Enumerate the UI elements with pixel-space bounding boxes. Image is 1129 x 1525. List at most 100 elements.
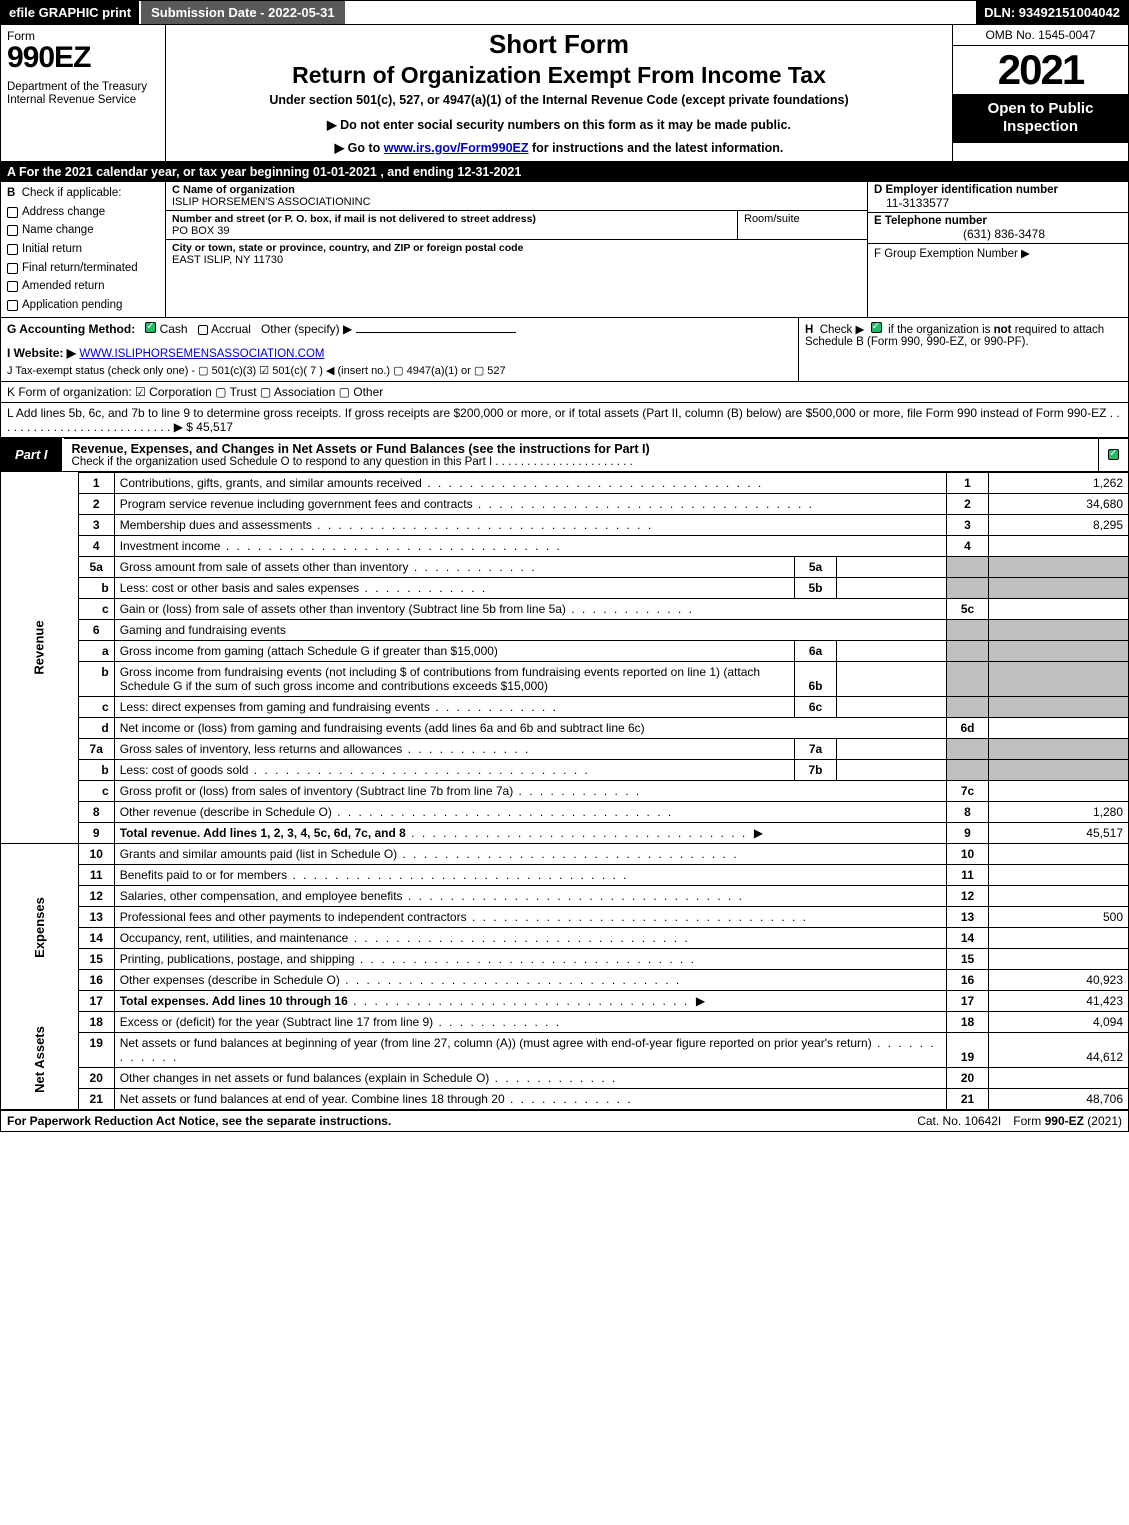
chk-label: Initial return: [22, 241, 82, 258]
checkbox-icon[interactable]: [7, 300, 18, 311]
bcde-columns: B B Check if applicable:Check if applica…: [1, 182, 1128, 317]
side-blank: [1, 822, 79, 843]
table-row: Net Assets 18 Excess or (deficit) for th…: [1, 1011, 1129, 1032]
line-ref: 12: [947, 885, 989, 906]
table-row: 13 Professional fees and other payments …: [1, 906, 1129, 927]
line-num: 2: [78, 493, 114, 514]
omb-number: OMB No. 1545-0047: [953, 25, 1128, 46]
line-ref: 11: [947, 864, 989, 885]
line-val: 34,680: [989, 493, 1129, 514]
checkbox-icon[interactable]: [7, 207, 18, 218]
line-ref: 16: [947, 969, 989, 990]
line-val: 40,923: [989, 969, 1129, 990]
form-header: Form 990EZ Department of the Treasury In…: [0, 25, 1129, 162]
line-num: 3: [78, 514, 114, 535]
submission-date: Submission Date - 2022-05-31: [139, 1, 345, 24]
line-num: 11: [78, 864, 114, 885]
chk-initial[interactable]: Initial return: [7, 241, 159, 258]
table-row: 15 Printing, publications, postage, and …: [1, 948, 1129, 969]
line-val: [989, 780, 1129, 801]
chk-label: Final return/terminated: [22, 260, 138, 277]
line-val: 44,612: [989, 1032, 1129, 1067]
mini-val: [837, 738, 947, 759]
line-ref-shade: [947, 640, 989, 661]
f-label: F Group Exemption Number ▶: [874, 246, 1122, 260]
checkbox-icon[interactable]: [198, 325, 208, 335]
e-val: (631) 836-3478: [874, 227, 1122, 241]
part-i-bar: Part I Revenue, Expenses, and Changes in…: [0, 438, 1129, 472]
chk-final[interactable]: Final return/terminated: [7, 260, 159, 277]
line-val: [989, 1067, 1129, 1088]
line-desc: Excess or (deficit) for the year (Subtra…: [114, 1011, 946, 1032]
chk-pending[interactable]: Application pending: [7, 297, 159, 314]
line-val-shade: [989, 577, 1129, 598]
line-num: c: [78, 598, 114, 619]
line-num: 8: [78, 801, 114, 822]
part-i-checkbox[interactable]: [1098, 438, 1128, 471]
efile-label[interactable]: efile GRAPHIC print: [1, 1, 139, 24]
mini-ref: 6b: [795, 661, 837, 696]
checkbox-checked-icon[interactable]: [871, 322, 882, 333]
dln-label: DLN: 93492151004042: [976, 1, 1128, 24]
line-num: 18: [78, 1011, 114, 1032]
table-row: Revenue 1 Contributions, gifts, grants, …: [1, 472, 1129, 493]
other-specify-line[interactable]: [356, 332, 516, 333]
part-i-label: Part I: [1, 438, 64, 471]
side-netassets: Net Assets: [1, 1011, 79, 1109]
website-link[interactable]: WWW.ISLIPHORSEMENSASSOCIATION.COM: [79, 348, 324, 360]
line-desc: Gross amount from sale of assets other t…: [114, 556, 794, 577]
line-desc: Program service revenue including govern…: [114, 493, 946, 514]
mini-val: [837, 759, 947, 780]
chk-name[interactable]: Name change: [7, 222, 159, 239]
line-desc: Salaries, other compensation, and employ…: [114, 885, 946, 906]
line-num: c: [78, 696, 114, 717]
col-b: B B Check if applicable:Check if applica…: [1, 182, 166, 317]
line-ref: 13: [947, 906, 989, 927]
line-num: 14: [78, 927, 114, 948]
line-num: 20: [78, 1067, 114, 1088]
website-row: I Website: ▶ WWW.ISLIPHORSEMENSASSOCIATI…: [7, 346, 792, 360]
goto-link[interactable]: www.irs.gov/Form990EZ: [384, 141, 529, 155]
line-desc: Membership dues and assessments: [114, 514, 946, 535]
line-ref: 8: [947, 801, 989, 822]
ein-row: D Employer identification number 11-3133…: [868, 182, 1128, 213]
line-num: 15: [78, 948, 114, 969]
line-num: c: [78, 780, 114, 801]
top-bar: efile GRAPHIC print Submission Date - 20…: [0, 0, 1129, 25]
short-form-title: Short Form: [174, 29, 944, 60]
chk-address[interactable]: Address change: [7, 204, 159, 221]
header-right: OMB No. 1545-0047 2021 Open to Public In…: [953, 25, 1128, 161]
checkbox-icon[interactable]: [7, 263, 18, 274]
table-row: b Less: cost or other basis and sales ex…: [1, 577, 1129, 598]
mini-ref: 6a: [795, 640, 837, 661]
line-desc: Contributions, gifts, grants, and simila…: [114, 472, 946, 493]
checkbox-icon[interactable]: [7, 244, 18, 255]
line-desc: Gaming and fundraising events: [114, 619, 946, 640]
line-ref: 5c: [947, 598, 989, 619]
line-num: 6: [78, 619, 114, 640]
line-val-shade: [989, 696, 1129, 717]
goto-post: for instructions and the latest informat…: [529, 141, 784, 155]
col-c: C Name of organization ISLIP HORSEMEN'S …: [166, 182, 868, 317]
tax-year: 2021: [953, 46, 1128, 95]
chk-amended[interactable]: Amended return: [7, 278, 159, 295]
row-gh: G Accounting Method: Cash Accrual Other …: [0, 318, 1129, 382]
line-desc: Net income or (loss) from gaming and fun…: [114, 717, 946, 738]
mini-ref: 6c: [795, 696, 837, 717]
side-expenses: Expenses: [1, 843, 79, 1011]
chk-label: Address change: [22, 204, 105, 221]
line-ref: 18: [947, 1011, 989, 1032]
line-desc: Net assets or fund balances at beginning…: [114, 1032, 946, 1067]
checkbox-icon[interactable]: [7, 225, 18, 236]
line-ref: 21: [947, 1088, 989, 1109]
group-exemption-row: F Group Exemption Number ▶: [868, 244, 1128, 262]
checkbox-checked-icon[interactable]: [145, 322, 156, 333]
open-to-public: Open to Public Inspection: [953, 95, 1128, 143]
row-a-text: A For the 2021 calendar year, or tax yea…: [1, 162, 1128, 182]
line-val: [989, 598, 1129, 619]
lines-table: Revenue 1 Contributions, gifts, grants, …: [0, 472, 1129, 1110]
checkbox-icon[interactable]: [7, 281, 18, 292]
chk-label: Amended return: [22, 278, 104, 295]
l-val: 45,517: [196, 420, 233, 434]
table-row: 12 Salaries, other compensation, and emp…: [1, 885, 1129, 906]
